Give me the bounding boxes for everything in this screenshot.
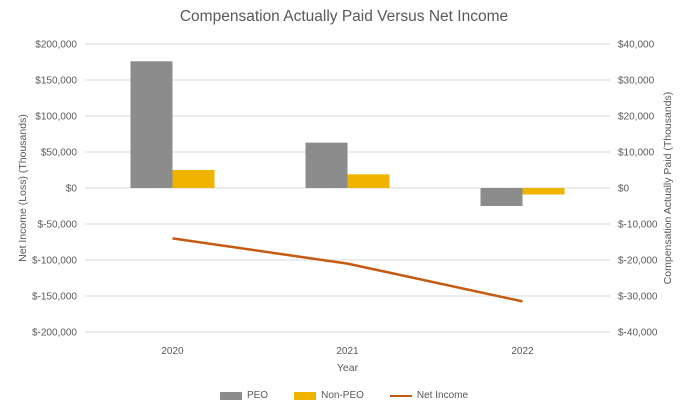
left-tick-label: $200,000: [35, 40, 77, 51]
legend-swatch-peo: [219, 391, 242, 400]
chart-title: Compensation Actually Paid Versus Net In…: [179, 8, 509, 25]
right-tick-label: $20,000: [618, 112, 655, 123]
left-axis-title: Net Income (Loss) (Thousands): [17, 114, 29, 262]
left-tick-label: $50,000: [41, 148, 78, 159]
legend: PEO Non-PEO Net Income: [0, 390, 688, 401]
right-tick-label: $-30,000: [618, 292, 658, 303]
bar-non-peo-2020: [172, 170, 215, 188]
legend-label-non-peo: Non-PEO: [321, 390, 364, 401]
x-tick-label: 2020: [161, 346, 184, 357]
bar-peo-2021: [305, 142, 348, 188]
legend-label-peo: PEO: [246, 390, 269, 401]
right-tick-label: $-40,000: [618, 328, 658, 339]
left-tick-label: $150,000: [35, 76, 77, 87]
right-tick-label: $0: [618, 184, 630, 195]
left-tick-label: $-50,000: [38, 220, 78, 231]
line-net-income: [172, 237, 523, 303]
x-tick-label: 2022: [511, 346, 534, 357]
right-axis-title: Compensation Actually Paid (Thousands): [662, 92, 674, 285]
x-axis-title: Year: [337, 362, 359, 374]
legend-swatch-non-peo: [294, 391, 317, 400]
legend-swatch-net-income: [389, 394, 412, 397]
bar-non-peo-2021: [347, 174, 390, 188]
right-tick-label: $-20,000: [618, 256, 658, 267]
legend-label-net-income: Net Income: [416, 390, 469, 401]
legend-item-peo: PEO: [219, 390, 269, 401]
left-tick-label: $-100,000: [32, 256, 77, 267]
legend-item-non-peo: Non-PEO: [294, 390, 364, 401]
right-tick-label: $40,000: [618, 40, 655, 51]
left-tick-label: $-150,000: [32, 292, 77, 303]
x-tick-label: 2021: [336, 346, 359, 357]
left-tick-label: $-200,000: [32, 328, 77, 339]
left-tick-label: $100,000: [35, 112, 77, 123]
bar-peo-2022: [480, 188, 523, 206]
bar-peo-2020: [130, 61, 173, 188]
right-tick-label: $30,000: [618, 76, 655, 87]
bar-non-peo-2022: [522, 188, 565, 195]
legend-item-net-income: Net Income: [389, 390, 469, 401]
right-tick-label: $-10,000: [618, 220, 658, 231]
left-tick-label: $0: [66, 184, 78, 195]
right-tick-label: $10,000: [618, 148, 655, 159]
